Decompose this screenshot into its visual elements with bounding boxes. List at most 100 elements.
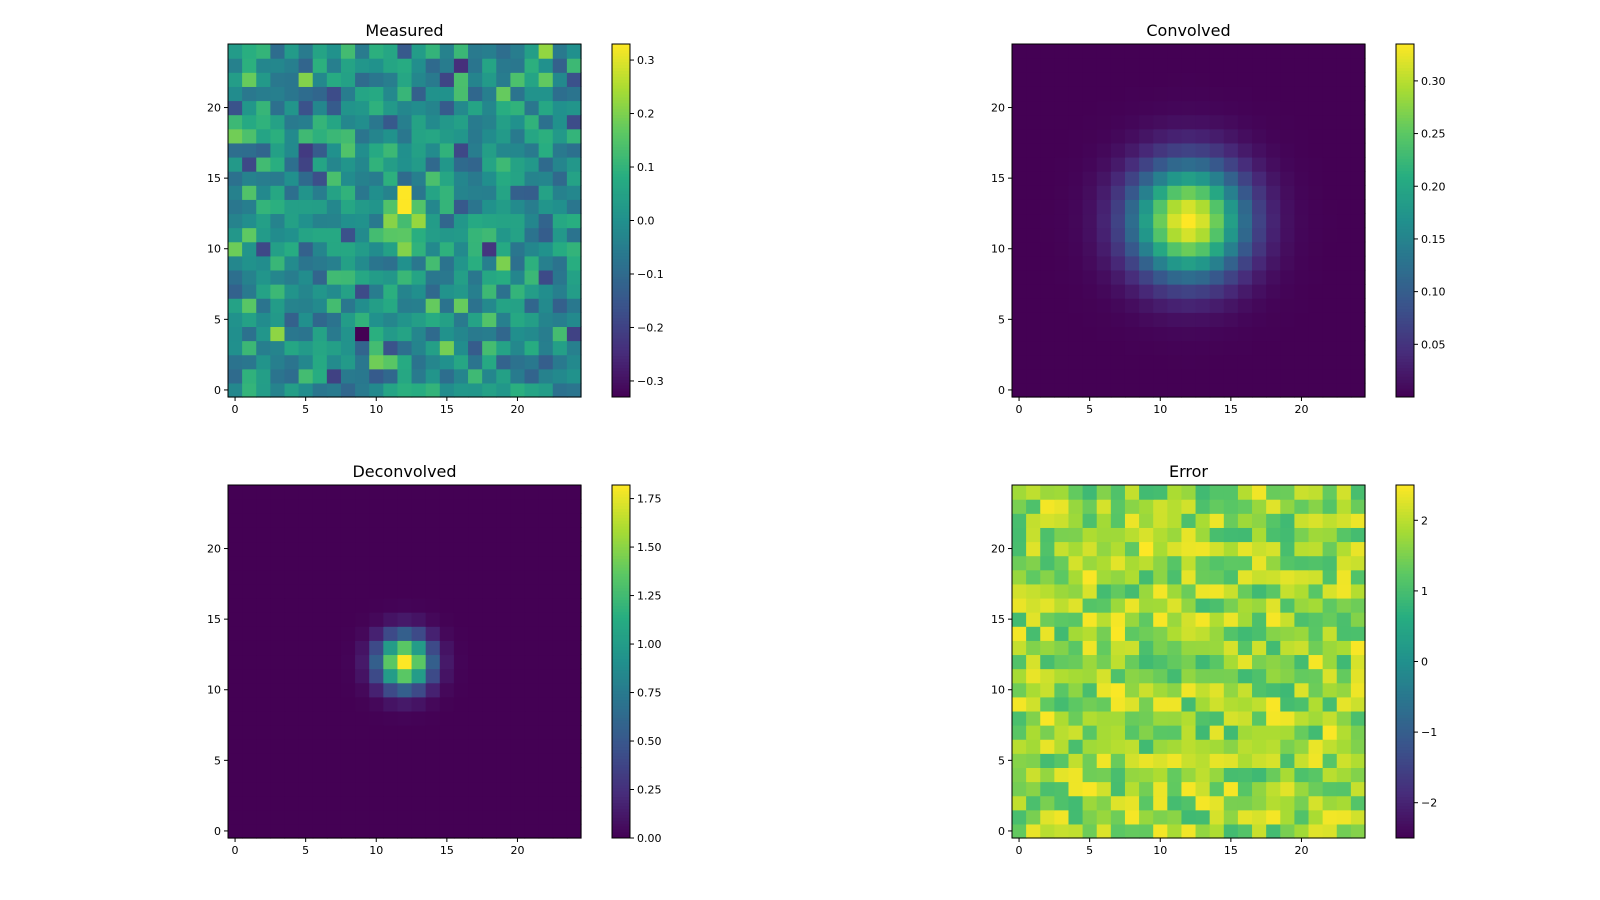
heatmap-cell [1139, 368, 1154, 384]
heatmap-cell [524, 44, 540, 59]
heatmap-cell [1110, 725, 1126, 740]
heatmap-cell [1082, 72, 1098, 87]
heatmap-cell [411, 100, 427, 116]
heatmap-cell [242, 654, 257, 670]
heatmap-cell [411, 213, 427, 229]
colorbar-step [1396, 61, 1414, 66]
colorbar-step [612, 640, 630, 645]
heatmap-cell [312, 640, 328, 656]
colorbar-step [612, 782, 630, 786]
colorbar-step [612, 582, 630, 586]
heatmap-cell [1181, 527, 1197, 543]
heatmap-cell [1068, 569, 1084, 585]
heatmap-cell [1153, 795, 1168, 811]
heatmap-cell [242, 72, 257, 87]
heatmap-cell [256, 541, 271, 557]
heatmap-cell [298, 823, 314, 839]
colorbar-step [612, 787, 630, 792]
heatmap-cell [256, 354, 271, 370]
heatmap-cell [1252, 340, 1267, 356]
heatmap-cell [340, 171, 356, 186]
heatmap-cell [397, 44, 413, 59]
heatmap-cell [411, 710, 427, 726]
heatmap-cell [1350, 640, 1366, 656]
y-tick-label: 15 [207, 613, 221, 626]
heatmap-cell [1054, 725, 1070, 740]
heatmap-cell [383, 499, 399, 514]
colorbar-step [612, 611, 630, 615]
heatmap-cell [312, 284, 328, 299]
heatmap-cell [453, 44, 469, 59]
y-tick-label: 10 [991, 243, 1005, 256]
heatmap-cell [383, 583, 399, 599]
colorbar-step [612, 523, 630, 527]
heatmap-cell [1322, 710, 1338, 726]
colorbar-step [1396, 623, 1414, 627]
heatmap-cell [284, 555, 300, 571]
heatmap-cell [1181, 753, 1197, 768]
colorbar-step [612, 135, 630, 139]
heatmap-cell [439, 241, 455, 257]
heatmap-cell [270, 527, 286, 543]
colorbar-step [612, 114, 630, 119]
heatmap-cell [1167, 241, 1183, 257]
heatmap-cell [1308, 668, 1324, 684]
heatmap-cell [1252, 171, 1267, 186]
heatmap-cell [312, 86, 328, 102]
colorbar-step [1396, 605, 1414, 610]
heatmap-cell [1068, 527, 1084, 543]
heatmap-cell [1195, 767, 1211, 783]
heatmap-cell [468, 555, 483, 571]
heatmap-cell [1012, 185, 1027, 200]
heatmap-cell [496, 795, 511, 811]
heatmap-cell [383, 527, 399, 543]
heatmap-cell [1252, 284, 1267, 299]
heatmap-cell [1153, 781, 1168, 797]
colorbar-step [1396, 117, 1414, 121]
colorbar-step [612, 332, 630, 336]
heatmap-cell [228, 597, 243, 613]
colorbar-step [1396, 176, 1414, 180]
heatmap-cell [326, 382, 342, 398]
heatmap-cell [228, 269, 243, 285]
heatmap-cell [1280, 597, 1295, 613]
heatmap-cell [1322, 382, 1338, 398]
heatmap-cell [1350, 284, 1366, 299]
heatmap-cell [270, 156, 286, 172]
heatmap-cell [1096, 485, 1112, 500]
heatmap-cell [1294, 58, 1310, 73]
heatmap-cell [1223, 185, 1239, 200]
heatmap-cell [1040, 171, 1055, 186]
colorbar-step [1396, 352, 1414, 357]
heatmap-cell [524, 513, 540, 528]
heatmap-cell [425, 569, 441, 585]
colorbar-step [1396, 702, 1414, 707]
heatmap-cell [552, 269, 568, 285]
heatmap-cell [439, 696, 455, 712]
heatmap-cell [1139, 312, 1154, 327]
colorbar-step [1396, 388, 1414, 392]
heatmap-cell [1068, 555, 1084, 571]
heatmap-cell [340, 340, 356, 356]
heatmap-cell [411, 298, 427, 313]
heatmap-cell [1336, 527, 1352, 543]
panel-title: Measured [365, 21, 443, 40]
heatmap-cell [1252, 312, 1267, 327]
heatmap-cell [270, 654, 286, 670]
heatmap-cell [510, 795, 526, 811]
colorbar-step [1396, 579, 1414, 583]
heatmap-cell [1237, 809, 1253, 825]
heatmap-cell [1124, 527, 1140, 543]
heatmap-cell [397, 298, 413, 313]
heatmap-cell [369, 795, 384, 811]
heatmap-cell [1195, 100, 1211, 116]
heatmap-cell [1252, 654, 1267, 670]
heatmap-cell [1096, 44, 1112, 59]
colorbar-step [612, 267, 630, 272]
heatmap-cell [1223, 44, 1239, 59]
heatmap-cell [270, 213, 286, 229]
heatmap-cell [425, 527, 441, 543]
colorbar-step [1396, 94, 1414, 98]
heatmap-cell [1336, 86, 1352, 102]
heatmap-cell [383, 753, 399, 768]
